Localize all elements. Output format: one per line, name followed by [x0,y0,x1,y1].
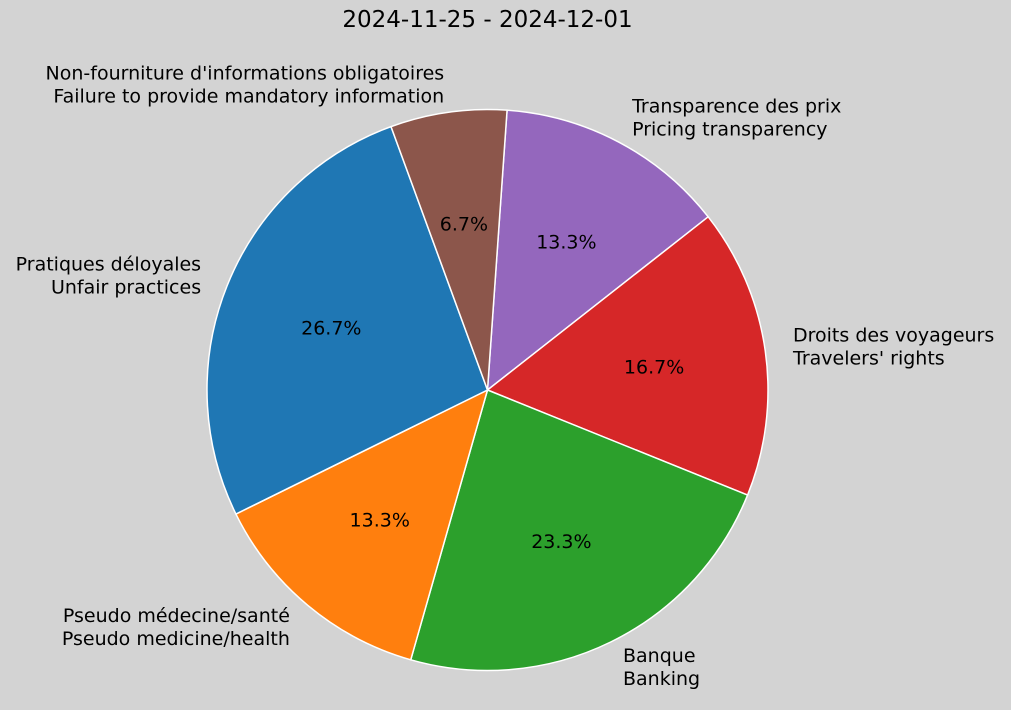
pie-slice-percent-label-2: 23.3% [531,531,591,553]
pie-slice-label-4: Pratiques déloyales Unfair practices [16,253,201,298]
pie-slice-percent-label-3: 13.3% [350,509,410,531]
pie-slice-0 [486,109,709,391]
pie-slice-percent-label-0: 13.3% [536,231,596,253]
pie-slice-5 [390,108,508,391]
pie-slices [206,108,769,672]
pie-slice-label-5: Non-fourniture d'informations obligatoir… [46,63,445,108]
pie-slice-label-2: Banque Banking [623,645,700,690]
pie-slice-2 [410,389,749,672]
pie-slice-percent-label-1: 16.7% [624,356,684,378]
pie-slice-percent-label-4: 26.7% [301,317,361,339]
chart-title: 2024-11-25 - 2024-12-01 [342,7,633,33]
pie-slice-1 [486,216,769,496]
pie-slice-label-3: Pseudo médecine/santé Pseudo medicine/hea… [62,605,290,650]
pie-slice-label-1: Droits des voyageurs Travelers' rights [792,325,994,370]
pie-slice-percent-label-5: 6.7% [440,213,488,235]
pie-labels: 13.3% Transparence des prix Pricing transp… [16,63,995,691]
pie-slice-3 [235,389,489,661]
pie-slice-label-0: Transparence des prix Pricing transparenc… [631,95,841,140]
pie-slice-4 [206,125,489,515]
